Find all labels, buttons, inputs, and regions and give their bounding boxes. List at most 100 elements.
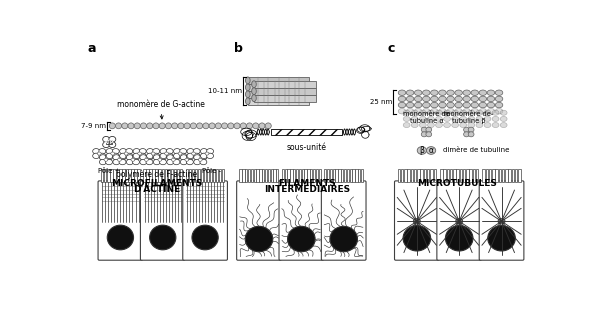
Ellipse shape: [456, 219, 463, 224]
Bar: [101, 169, 103, 182]
Ellipse shape: [228, 123, 234, 129]
Ellipse shape: [187, 148, 194, 154]
Ellipse shape: [127, 159, 133, 165]
Ellipse shape: [447, 102, 454, 108]
Ellipse shape: [460, 122, 467, 128]
Bar: [515, 169, 518, 182]
Ellipse shape: [253, 123, 259, 129]
Ellipse shape: [119, 155, 126, 160]
Text: polymère de F-actine: polymère de F-actine: [116, 170, 198, 179]
Bar: [239, 169, 242, 182]
Bar: [254, 169, 256, 182]
Bar: [134, 169, 137, 182]
FancyBboxPatch shape: [183, 181, 227, 260]
Bar: [347, 169, 349, 182]
Ellipse shape: [259, 123, 265, 129]
Bar: [427, 169, 429, 182]
Bar: [469, 169, 472, 182]
Ellipse shape: [479, 90, 487, 95]
Ellipse shape: [487, 90, 495, 95]
Ellipse shape: [479, 102, 487, 108]
Bar: [463, 169, 465, 182]
Ellipse shape: [460, 110, 467, 115]
Ellipse shape: [479, 109, 487, 114]
Ellipse shape: [414, 102, 422, 108]
Ellipse shape: [106, 148, 113, 154]
Text: dimère de tubuline: dimère de tubuline: [444, 148, 510, 153]
Ellipse shape: [452, 122, 458, 128]
Bar: [242, 169, 245, 182]
Ellipse shape: [245, 98, 250, 105]
Bar: [476, 169, 478, 182]
Ellipse shape: [165, 152, 168, 155]
Ellipse shape: [140, 159, 147, 165]
Ellipse shape: [414, 96, 422, 102]
Bar: [444, 169, 446, 182]
Text: sous-unité: sous-unité: [287, 143, 327, 152]
Bar: [296, 169, 298, 182]
Bar: [248, 84, 309, 91]
Ellipse shape: [492, 122, 499, 128]
Bar: [485, 169, 488, 182]
Bar: [204, 169, 207, 182]
Bar: [192, 169, 194, 182]
Bar: [213, 169, 216, 182]
Ellipse shape: [99, 153, 106, 159]
Ellipse shape: [106, 159, 112, 165]
Bar: [330, 169, 332, 182]
Ellipse shape: [186, 155, 193, 160]
Ellipse shape: [107, 225, 134, 250]
Bar: [333, 169, 335, 182]
Bar: [313, 169, 315, 182]
Ellipse shape: [398, 109, 406, 114]
Bar: [189, 169, 191, 182]
Bar: [155, 169, 158, 182]
Ellipse shape: [426, 127, 432, 132]
Ellipse shape: [112, 153, 119, 159]
Ellipse shape: [398, 96, 406, 102]
Ellipse shape: [133, 148, 140, 154]
Ellipse shape: [178, 123, 184, 129]
Text: 25 nm: 25 nm: [370, 99, 393, 105]
Ellipse shape: [252, 81, 256, 88]
Ellipse shape: [487, 102, 495, 108]
Bar: [107, 169, 109, 182]
Ellipse shape: [423, 90, 430, 95]
Ellipse shape: [159, 155, 167, 160]
Ellipse shape: [133, 153, 140, 159]
Ellipse shape: [134, 123, 140, 129]
Ellipse shape: [119, 159, 126, 165]
Ellipse shape: [147, 123, 153, 129]
Ellipse shape: [180, 148, 187, 154]
Ellipse shape: [439, 109, 446, 114]
Bar: [257, 169, 259, 182]
Ellipse shape: [139, 153, 146, 159]
Ellipse shape: [126, 148, 133, 154]
Ellipse shape: [159, 123, 165, 129]
Ellipse shape: [194, 155, 201, 160]
Bar: [271, 129, 341, 135]
Ellipse shape: [93, 148, 100, 154]
Text: MICROTUBULES: MICROTUBULES: [417, 179, 497, 188]
Bar: [496, 169, 498, 182]
Bar: [450, 169, 453, 182]
Bar: [128, 169, 131, 182]
Ellipse shape: [201, 148, 207, 154]
Ellipse shape: [209, 123, 215, 129]
FancyBboxPatch shape: [140, 181, 185, 260]
Bar: [447, 169, 449, 182]
FancyBboxPatch shape: [236, 181, 281, 260]
Ellipse shape: [463, 102, 470, 108]
Ellipse shape: [419, 122, 426, 128]
Bar: [113, 169, 116, 182]
Bar: [293, 169, 296, 182]
Bar: [398, 169, 400, 182]
Text: 10-11 nm: 10-11 nm: [208, 88, 242, 94]
Bar: [122, 169, 125, 182]
Ellipse shape: [203, 123, 209, 129]
Ellipse shape: [133, 155, 140, 160]
Bar: [361, 169, 363, 182]
Ellipse shape: [436, 122, 442, 128]
Bar: [336, 169, 338, 182]
Ellipse shape: [436, 110, 442, 115]
